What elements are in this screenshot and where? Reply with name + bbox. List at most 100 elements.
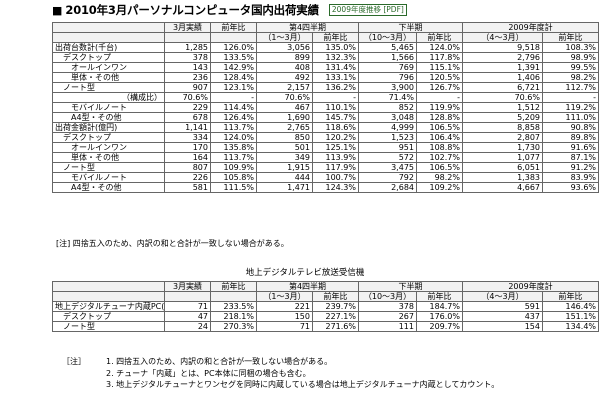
header-cell: （10～3月） (358, 32, 417, 43)
table-cell: 1,383 (462, 172, 543, 183)
table-cell: 792 (358, 172, 417, 183)
table-cell: 591 (462, 301, 543, 312)
table-cell: 1,077 (462, 152, 543, 163)
table-cell: 154 (462, 321, 543, 332)
table-cell: 229 (164, 102, 211, 113)
table-cell: 126.7% (416, 82, 463, 93)
row-label: ノート型 (52, 321, 165, 332)
table-cell: 218.1% (210, 311, 257, 322)
row-label: A4型・その他 (52, 112, 165, 123)
table-cell: 239.7% (312, 301, 359, 312)
table-row: A4型・その他 678 126.4% 1,690 145.7% 3,048 128.8% 5,… (52, 112, 600, 123)
table-cell: 108.3% (541, 42, 600, 53)
table-cell: 70.6% (462, 92, 543, 103)
table-row: ノート型 807 109.9% 1,915 117.9% 3,475 106.5% 6,051… (52, 162, 600, 173)
row-label: デスクトップ (52, 311, 165, 322)
table-cell: 133.5% (210, 52, 257, 63)
tv-tuner-pc-table: 3月実績 前年比 第4四半期 下半期 2009年度計 （1～3月） 前年比 （1… (52, 281, 600, 332)
table-cell: 233.5% (210, 301, 257, 312)
table-cell: 899 (256, 52, 313, 63)
note-item: 2. チューナ「内蔵」とは、PC本体に同梱の場合も含む。 (106, 368, 311, 378)
row-label: オールインワン (52, 62, 165, 73)
table-cell: 378 (358, 301, 417, 312)
table-cell: - (210, 92, 257, 103)
table-cell: 100.7% (312, 172, 359, 183)
row-label: 出荷金額計(億円) (52, 122, 165, 133)
table-cell: 136.2% (312, 82, 359, 93)
table-row: デスクトップ 47 218.1% 150 227.1% 267 176.0% 437 151.1… (52, 311, 600, 322)
header-cell: 2009年度計 (461, 281, 600, 292)
table-cell: 135.8% (210, 142, 257, 153)
row-label: オールインワン (52, 142, 165, 153)
table-cell: 113.7% (210, 152, 257, 163)
table-row: A4型・その他 581 111.5% 1,471 124.3% 2,684 109.2% 4,… (52, 182, 600, 193)
table-row: 出荷金額計(億円) 1,141 113.7% 2,765 118.6% 4,999 106.… (52, 122, 600, 133)
table-cell: 796 (358, 72, 417, 83)
table-cell: 47 (164, 311, 211, 322)
row-label: ノート型 (52, 162, 165, 173)
table-cell: 89.8% (541, 132, 600, 143)
table-row: 単体・その他 236 128.4% 492 133.1% 796 120.5% 1,406 98… (52, 72, 600, 83)
header-cell: （4～3月） (462, 32, 543, 43)
table-cell: 1,523 (358, 132, 417, 143)
header-cell (210, 32, 257, 43)
table-cell: 125.1% (312, 142, 359, 153)
row-label: A4型・その他 (52, 182, 165, 193)
table-cell: 131.4% (312, 62, 359, 73)
header-cell: 前年比 (210, 281, 257, 292)
table-row: ノート型 24 270.3% 71 271.6% 111 209.7% 154 134.4% (52, 321, 600, 332)
table-cell: 108.8% (416, 142, 463, 153)
table-cell: 1,285 (164, 42, 211, 53)
table-cell: 126.0% (210, 42, 257, 53)
table-cell: 907 (164, 82, 211, 93)
table-cell: 112.7% (541, 82, 600, 93)
header-cell: 前年比 (416, 291, 463, 302)
table-cell: 120.2% (312, 132, 359, 143)
table-cell: 444 (256, 172, 313, 183)
table-cell: 5,465 (358, 42, 417, 53)
table-cell: 3,475 (358, 162, 417, 173)
title-row: ■ 2010年3月パーソナルコンピュータ国内出荷実績 2009年度推移 [PDF… (52, 3, 407, 17)
table-cell: 143 (164, 62, 211, 73)
row-label: （構成比） (52, 92, 165, 103)
table-cell: 226 (164, 172, 211, 183)
table-cell: 119.9% (416, 102, 463, 113)
notes-label: ［注］ (62, 357, 86, 366)
row-label: 出荷台数計(千台) (52, 42, 165, 53)
table-cell: 378 (164, 52, 211, 63)
table-cell: 852 (358, 102, 417, 113)
table-cell: 236 (164, 72, 211, 83)
table-cell: 807 (164, 162, 211, 173)
table-cell: 117.9% (312, 162, 359, 173)
table-cell: 109.9% (210, 162, 257, 173)
table-cell: 1,730 (462, 142, 543, 153)
table-cell: 119.2% (541, 102, 600, 113)
table-cell: 6,721 (462, 82, 543, 93)
table-cell: 142.9% (210, 62, 257, 73)
table-row: デスクトップ 378 133.5% 899 132.3% 1,566 117.8% 2,796… (52, 52, 600, 63)
table-cell: - (541, 92, 600, 103)
table-cell: 678 (164, 112, 211, 123)
header-cell (52, 32, 165, 43)
table-cell: 227.1% (312, 311, 359, 322)
table-cell: 117.8% (416, 52, 463, 63)
table-cell: 132.3% (312, 52, 359, 63)
table-header-row: （1～3月） 前年比 （10～3月） 前年比 （4～3月） 前年比 (52, 32, 600, 43)
table-cell: 105.8% (210, 172, 257, 183)
header-cell (52, 291, 165, 302)
table-cell: 4,667 (462, 182, 543, 193)
table-cell: 111.0% (541, 112, 600, 123)
table-cell: 3,900 (358, 82, 417, 93)
table-cell: 114.4% (210, 102, 257, 113)
table-cell: 271.6% (312, 321, 359, 332)
table-cell: 2,765 (256, 122, 313, 133)
table-cell: 83.9% (541, 172, 600, 183)
table-cell: 99.5% (541, 62, 600, 73)
table-cell: 145.7% (312, 112, 359, 123)
row-label: モバイルノート (52, 102, 165, 113)
pdf-link[interactable]: 2009年度推移 [PDF] (328, 4, 407, 16)
table-cell: 2,807 (462, 132, 543, 143)
table-cell: 124.0% (416, 42, 463, 53)
header-cell (210, 291, 257, 302)
header-cell: 3月実績 (164, 22, 211, 33)
